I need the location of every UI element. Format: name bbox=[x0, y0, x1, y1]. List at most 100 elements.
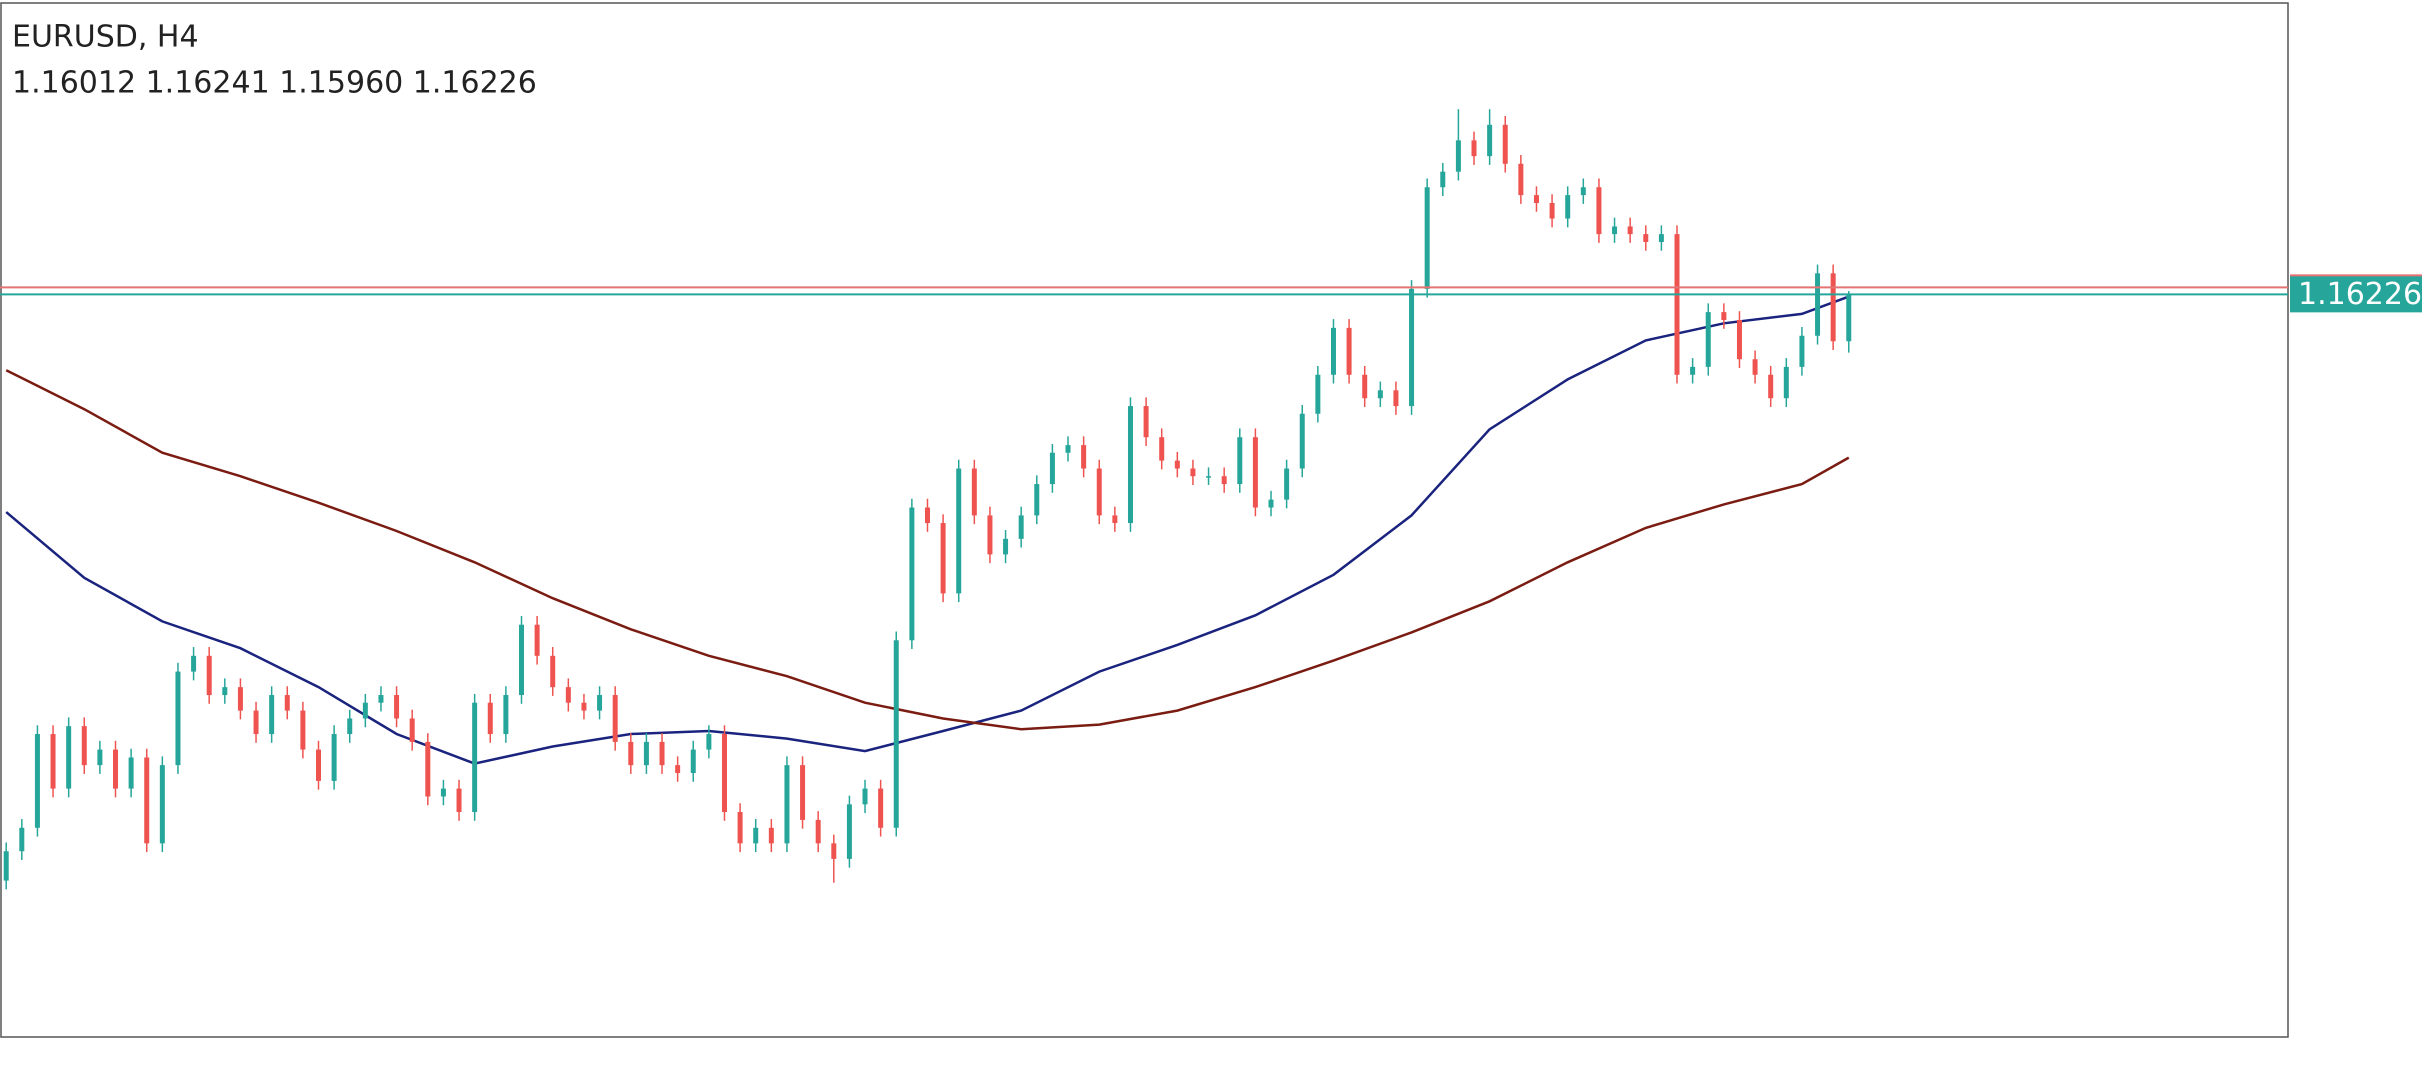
candle-body bbox=[1409, 288, 1415, 407]
candle-body bbox=[675, 765, 681, 774]
candle-body bbox=[1768, 374, 1774, 399]
candle-body bbox=[924, 507, 930, 524]
candle-body bbox=[1502, 124, 1508, 164]
candle-body bbox=[800, 765, 806, 820]
candle-body bbox=[659, 741, 665, 766]
candle-body bbox=[987, 515, 993, 555]
moving-average bbox=[5, 369, 1850, 731]
candle-body bbox=[628, 741, 634, 766]
candle-body bbox=[1674, 234, 1680, 375]
candle-body bbox=[19, 827, 25, 852]
symbol-title: EURUSD, H4 bbox=[12, 20, 199, 55]
candle-body bbox=[831, 843, 837, 859]
candle-body bbox=[3, 851, 9, 881]
candle-body bbox=[1846, 294, 1852, 342]
candle-body bbox=[846, 804, 852, 859]
candle-body bbox=[1377, 390, 1383, 399]
candle-body bbox=[1081, 445, 1087, 469]
candle-body bbox=[394, 695, 400, 719]
candle-body bbox=[1487, 124, 1493, 157]
candle-body bbox=[1221, 476, 1227, 485]
candle-body bbox=[347, 718, 353, 735]
candle-body bbox=[237, 687, 243, 711]
candle-body bbox=[1533, 195, 1539, 204]
candle-body bbox=[440, 788, 446, 797]
candle-body bbox=[1190, 468, 1196, 477]
candle-body bbox=[1065, 445, 1071, 453]
candle-body bbox=[534, 624, 540, 656]
candle-body bbox=[409, 718, 415, 742]
candle-body bbox=[1471, 140, 1477, 157]
candle-body bbox=[300, 710, 306, 750]
candle-body bbox=[97, 749, 103, 766]
candle-body bbox=[81, 726, 87, 766]
candle-body bbox=[1127, 406, 1133, 524]
candle-body bbox=[1658, 234, 1664, 243]
candle-body bbox=[331, 734, 337, 781]
candle-body bbox=[643, 741, 649, 766]
candle-body bbox=[784, 765, 790, 844]
candle-body bbox=[1018, 515, 1024, 539]
price-tag-label: 1.16226 bbox=[2298, 277, 2422, 312]
candle-body bbox=[1252, 437, 1258, 508]
candle-body bbox=[1612, 226, 1618, 235]
candle-body bbox=[34, 734, 40, 828]
candle-body bbox=[253, 710, 259, 735]
candle-body bbox=[1518, 163, 1524, 196]
candle-body bbox=[206, 655, 212, 696]
candle-body bbox=[1034, 484, 1040, 516]
candle-body bbox=[753, 827, 759, 844]
candle-body bbox=[362, 702, 368, 719]
candle-body bbox=[503, 695, 509, 735]
candle-body bbox=[1549, 203, 1555, 219]
candle-body bbox=[1237, 437, 1243, 485]
moving-average bbox=[5, 295, 1850, 765]
candle-body bbox=[1330, 327, 1336, 375]
candle-body bbox=[1799, 335, 1805, 367]
candle-body bbox=[597, 695, 603, 711]
candle-body bbox=[737, 812, 743, 844]
candle-body bbox=[1596, 187, 1602, 235]
candle-body bbox=[1643, 234, 1649, 243]
candle-body bbox=[1736, 319, 1742, 360]
candle-body bbox=[1159, 437, 1165, 461]
candle-body bbox=[1440, 171, 1446, 188]
candle-body bbox=[113, 749, 119, 789]
candle-body bbox=[1690, 366, 1696, 375]
candle-body bbox=[971, 468, 977, 516]
candle-body bbox=[706, 734, 712, 750]
candle-body bbox=[1003, 538, 1009, 555]
candle-body bbox=[518, 624, 524, 696]
candle-body bbox=[878, 788, 884, 828]
candle-body bbox=[1112, 515, 1118, 524]
candle-body bbox=[550, 655, 556, 688]
candle-body bbox=[316, 749, 321, 781]
candle-body bbox=[50, 734, 56, 789]
candle-body bbox=[1049, 452, 1055, 485]
candle-body bbox=[1455, 140, 1461, 172]
candle-body bbox=[909, 507, 915, 641]
candle-body bbox=[1721, 312, 1727, 320]
price-tag bbox=[2290, 276, 2422, 313]
candle-body bbox=[1284, 468, 1290, 500]
candle-body bbox=[1315, 374, 1321, 414]
ohlc-text: 1.16012 1.16241 1.15960 1.16226 bbox=[12, 66, 537, 101]
candle-body bbox=[1783, 366, 1789, 399]
candle-body bbox=[1565, 195, 1571, 219]
candle-body bbox=[1627, 226, 1633, 235]
candle-body bbox=[1424, 187, 1430, 289]
candle-body bbox=[690, 749, 696, 774]
candle-body bbox=[1752, 359, 1758, 375]
candle-body bbox=[144, 757, 150, 844]
candle-body bbox=[956, 468, 962, 594]
candle-body bbox=[284, 695, 290, 711]
candle-body bbox=[1143, 406, 1149, 438]
candle-body bbox=[1580, 187, 1586, 196]
candle-body bbox=[1393, 390, 1399, 407]
candle-body bbox=[1174, 460, 1180, 469]
candle-body bbox=[1096, 468, 1102, 516]
candle-body bbox=[1206, 476, 1212, 478]
candle-body bbox=[1815, 273, 1821, 336]
candle-body bbox=[66, 726, 72, 789]
